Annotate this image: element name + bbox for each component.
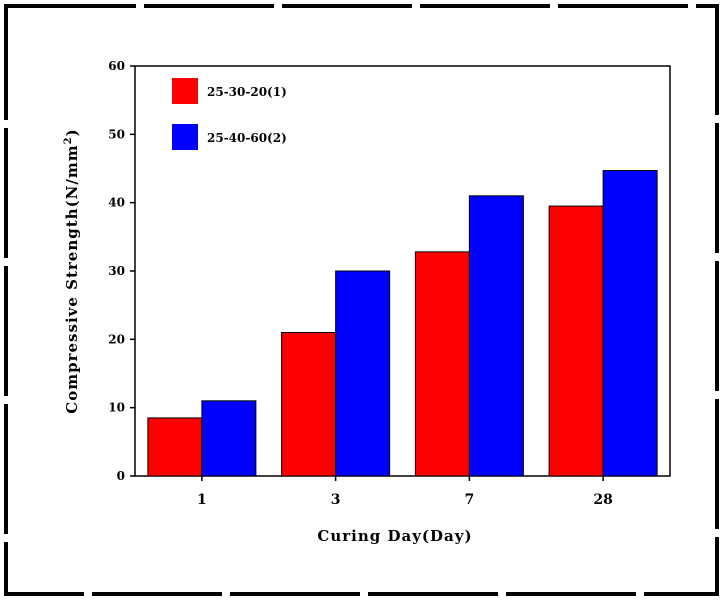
y-tick-label-30: 30 [108,264,125,278]
y-axis-ticks: 0 10 20 30 40 50 60 [108,59,135,483]
x-tick-label-3: 3 [331,492,341,508]
bar-series-2-day-7 [468,195,524,477]
x-axis-ticks: 1 3 7 28 [197,476,613,508]
y-axis-label-main: Compressive Strength(N/mm [63,144,81,413]
x-tick-label-1: 1 [197,492,207,508]
legend-swatch-series-1 [172,78,198,104]
y-axis-label-superscript: 2 [63,136,74,144]
y-axis-label-close: ) [63,128,81,136]
y-tick-label-50: 50 [108,127,125,141]
bar-series-1-day-3 [281,332,337,477]
y-tick-label-40: 40 [108,196,125,210]
y-axis-label: Compressive Strength(N/mm2) [63,128,81,413]
x-tick-label-7: 7 [465,492,475,508]
y-tick-label-0: 0 [117,469,125,483]
legend: 25-30-20(1) 25-40-60(2) [172,78,287,150]
x-axis-label: Curing Day(Day) [317,527,472,545]
legend-label-series-2: 25-40-60(2) [207,131,287,145]
bar-series-2-day-1 [201,400,257,477]
legend-swatch-series-2 [172,124,198,150]
bar-series-1-day-28 [548,205,604,477]
bars-group [147,170,658,477]
bar-series-2-day-28 [602,170,658,477]
bar-series-1-day-1 [147,417,203,477]
y-tick-label-10: 10 [108,401,125,415]
bar-series-1-day-7 [414,251,470,477]
y-tick-label-20: 20 [108,332,125,346]
outer-frame [4,4,719,596]
x-tick-label-28: 28 [593,492,612,508]
legend-label-series-1: 25-30-20(1) [207,85,287,99]
bar-series-2-day-3 [335,270,391,477]
y-tick-label-60: 60 [108,59,125,73]
